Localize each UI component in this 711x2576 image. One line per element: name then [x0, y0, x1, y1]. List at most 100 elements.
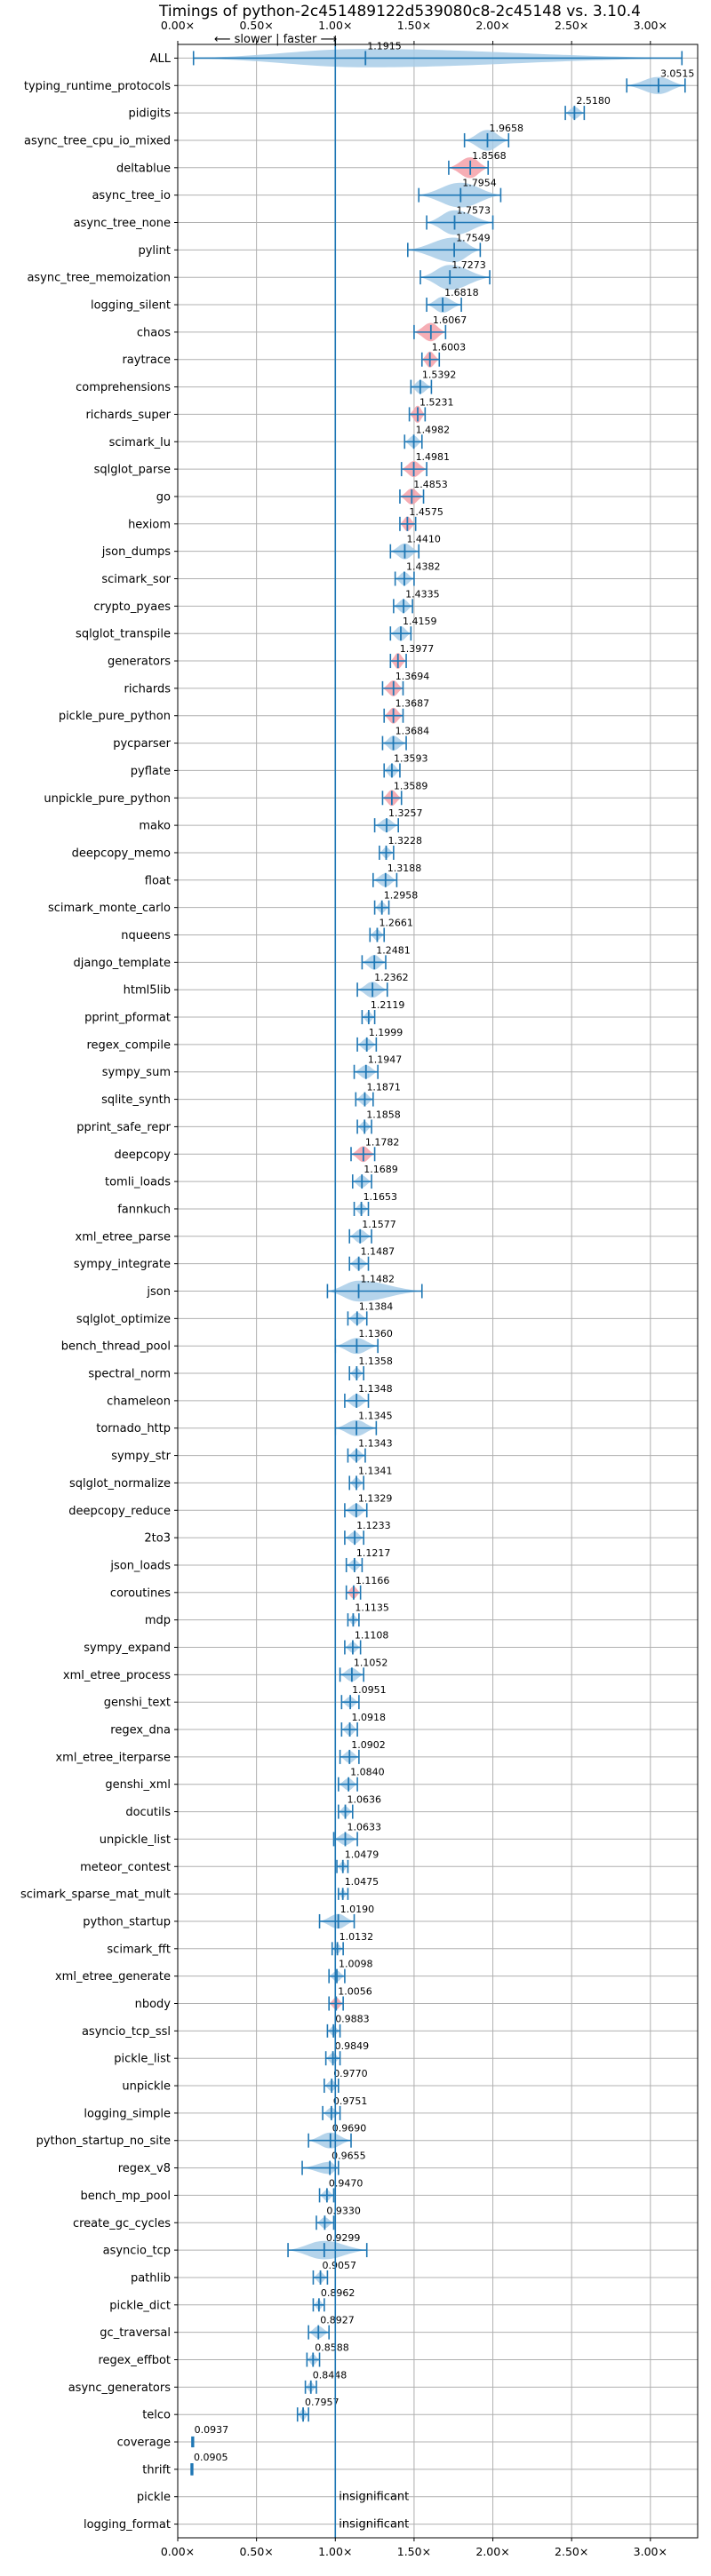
value-label: 1.7273 [451, 259, 486, 271]
value-label: 1.0479 [345, 1849, 379, 1860]
value-label: 1.2958 [384, 890, 419, 902]
benchmark-label: pathlib [131, 2271, 171, 2285]
x-tick-label-bottom: 0.00× [161, 2545, 195, 2558]
benchmark-label: deltablue [116, 162, 171, 175]
benchmark-label: sympy_sum [102, 1066, 171, 1079]
value-label: 1.0190 [340, 1904, 375, 1915]
benchmark-label: hexiom [128, 518, 171, 531]
benchmark-label: scimark_lu [109, 436, 171, 449]
value-label: 1.0056 [338, 1986, 372, 1998]
benchmark-label: coroutines [110, 1586, 171, 1600]
benchmark-label: crypto_pyaes [93, 600, 171, 614]
benchmark-label: typing_runtime_protocols [24, 80, 171, 93]
value-label: 1.1858 [366, 1109, 401, 1120]
benchmark-label: async_tree_memoization [27, 272, 171, 285]
benchmark-label: scimark_monte_carlo [48, 902, 171, 915]
axis-layer: 0.00× 0.00× 0.50× 0.50× 1.00× 1.00× 1.50× 1.50×… [20, 19, 699, 2558]
value-label: 1.1689 [363, 1164, 398, 1175]
value-label: 1.1782 [365, 1136, 400, 1148]
benchmark-label: ALL [150, 52, 172, 66]
value-label: 1.1871 [366, 1082, 401, 1093]
value-label: 1.5231 [419, 396, 454, 408]
benchmark-label: genshi_text [104, 1697, 171, 1710]
benchmark-label: thrift [142, 2463, 171, 2477]
benchmark-label: mdp [145, 1614, 171, 1627]
benchmark-label: pickle_dict [109, 2299, 171, 2312]
x-tick-label-bottom: 2.00× [475, 2545, 509, 2558]
direction-label: ⟵ slower | faster ⟶ [214, 33, 337, 46]
benchmark-label: genshi_xml [105, 1778, 171, 1792]
value-label: 1.7549 [456, 232, 491, 243]
value-label: 0.0937 [195, 2424, 229, 2436]
benchmark-label: logging_format [84, 2518, 171, 2532]
benchmark-label: python_startup [83, 1915, 171, 1928]
benchmark-label: unpickle_pure_python [44, 792, 171, 806]
benchmark-label: gc_traversal [100, 2326, 171, 2340]
benchmark-label: async_tree_cpu_io_mixed [24, 134, 171, 147]
benchmark-label: unpickle_list [100, 1833, 171, 1847]
benchmark-label: async_generators [68, 2381, 172, 2395]
value-label: 1.3687 [395, 698, 430, 710]
benchmark-label: xml_etree_iterparse [55, 1751, 171, 1764]
benchmark-label: xml_etree_parse [76, 1230, 171, 1244]
benchmark-label: fannkuch [117, 1203, 171, 1216]
benchmark-label: sympy_expand [84, 1642, 171, 1655]
benchmark-label: meteor_contest [80, 1861, 171, 1874]
benchmark-label: nbody [135, 1998, 172, 2011]
x-tick-label-bottom: 1.00× [318, 2545, 352, 2558]
benchmark-label: xml_etree_process [63, 1669, 171, 1682]
benchmark-label: tornado_http [96, 1422, 171, 1435]
benchmark-label: comprehensions [76, 381, 171, 394]
benchmark-label: deepcopy_reduce [68, 1505, 171, 1518]
benchmark-label: mako [139, 820, 171, 833]
benchmark-label: asyncio_tcp [103, 2245, 171, 2258]
x-tick-label-top: 0.00× [161, 19, 195, 32]
value-label: 1.4575 [409, 506, 443, 518]
value-label: 1.1343 [358, 1438, 393, 1450]
benchmark-label: pprint_safe_repr [76, 1121, 171, 1134]
benchmark-label: logging_silent [91, 299, 171, 313]
benchmark-label: json [146, 1285, 171, 1299]
value-label: 1.7573 [457, 205, 491, 217]
value-label: 1.3684 [395, 726, 430, 737]
benchmark-label: sqlglot_transpile [76, 628, 171, 641]
benchmark-label: sqlite_synth [101, 1093, 171, 1107]
benchmark-label: pickle_pure_python [59, 710, 171, 723]
value-label: 1.0636 [348, 1794, 382, 1806]
x-tick-label-top: 0.50× [239, 19, 273, 32]
value-label: 1.3257 [388, 807, 423, 819]
benchmark-label: regex_dna [110, 1724, 171, 1737]
value-label: 0.9751 [333, 2095, 368, 2107]
benchmark-label: scimark_sor [101, 573, 171, 586]
benchmark-label: html5lib [124, 984, 171, 998]
value-label: 0.8588 [315, 2342, 349, 2354]
x-tick-label-top: 2.50× [555, 19, 588, 32]
value-label: 1.0902 [351, 1739, 386, 1751]
value-label: 1.3589 [394, 780, 428, 791]
value-label: 1.0098 [339, 1959, 373, 1970]
value-label: 2.5180 [576, 95, 611, 107]
value-label: 0.9849 [335, 2040, 370, 2052]
benchmark-label: pyflate [131, 765, 171, 778]
value-label: 1.0951 [352, 1684, 387, 1696]
insignificant-label: insignificant [339, 2491, 409, 2504]
value-label: 1.4981 [416, 451, 451, 463]
value-label: 1.6818 [444, 287, 479, 298]
benchmark-label: json_dumps [101, 545, 171, 559]
benchmark-label: chaos [137, 326, 171, 339]
value-label: 1.3188 [387, 863, 422, 874]
value-label: 0.9330 [326, 2205, 361, 2216]
benchmark-label: deepcopy [114, 1149, 171, 1162]
benchmark-label: sqlglot_normalize [69, 1477, 171, 1491]
x-tick-label-bottom: 1.50× [397, 2545, 431, 2558]
value-label: 0.8962 [321, 2287, 356, 2299]
value-label: 0.8927 [320, 2315, 355, 2326]
x-tick-label-top: 3.00× [634, 19, 667, 32]
benchmark-label: float [145, 874, 171, 887]
value-label: 1.1482 [361, 1274, 395, 1285]
benchmark-label: pickle [137, 2491, 171, 2504]
benchmark-label: async_tree_none [74, 217, 171, 230]
benchmark-label: richards_super [85, 409, 171, 422]
value-label: 1.1384 [359, 1300, 394, 1312]
value-label: 1.1999 [369, 1027, 403, 1038]
